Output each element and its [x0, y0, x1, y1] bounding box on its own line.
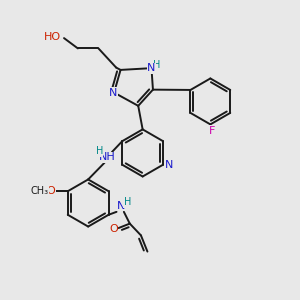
Text: CH₃: CH₃: [30, 186, 48, 196]
Text: N: N: [147, 63, 156, 73]
Text: H: H: [96, 146, 103, 157]
Text: O: O: [46, 186, 56, 196]
Text: H: H: [153, 60, 160, 70]
Text: HO: HO: [44, 32, 62, 42]
Text: N: N: [117, 201, 125, 211]
Text: H: H: [124, 197, 131, 207]
Text: F: F: [208, 126, 215, 136]
Text: NH: NH: [99, 152, 116, 162]
Text: O: O: [109, 224, 118, 235]
Text: N: N: [165, 160, 173, 170]
Text: N: N: [109, 88, 118, 98]
